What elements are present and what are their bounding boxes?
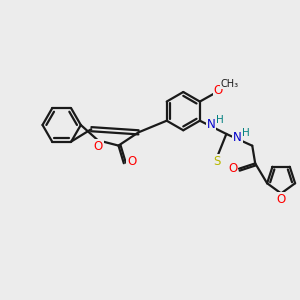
Text: CH₃: CH₃ xyxy=(221,79,239,89)
Text: O: O xyxy=(128,155,137,168)
Text: O: O xyxy=(228,162,237,175)
Text: N: N xyxy=(207,118,215,131)
Text: H: H xyxy=(216,116,224,125)
Text: O: O xyxy=(277,194,286,206)
Text: S: S xyxy=(213,155,220,168)
Text: N: N xyxy=(233,131,242,144)
Text: H: H xyxy=(242,128,250,138)
Text: O: O xyxy=(214,84,223,97)
Text: O: O xyxy=(94,140,103,153)
